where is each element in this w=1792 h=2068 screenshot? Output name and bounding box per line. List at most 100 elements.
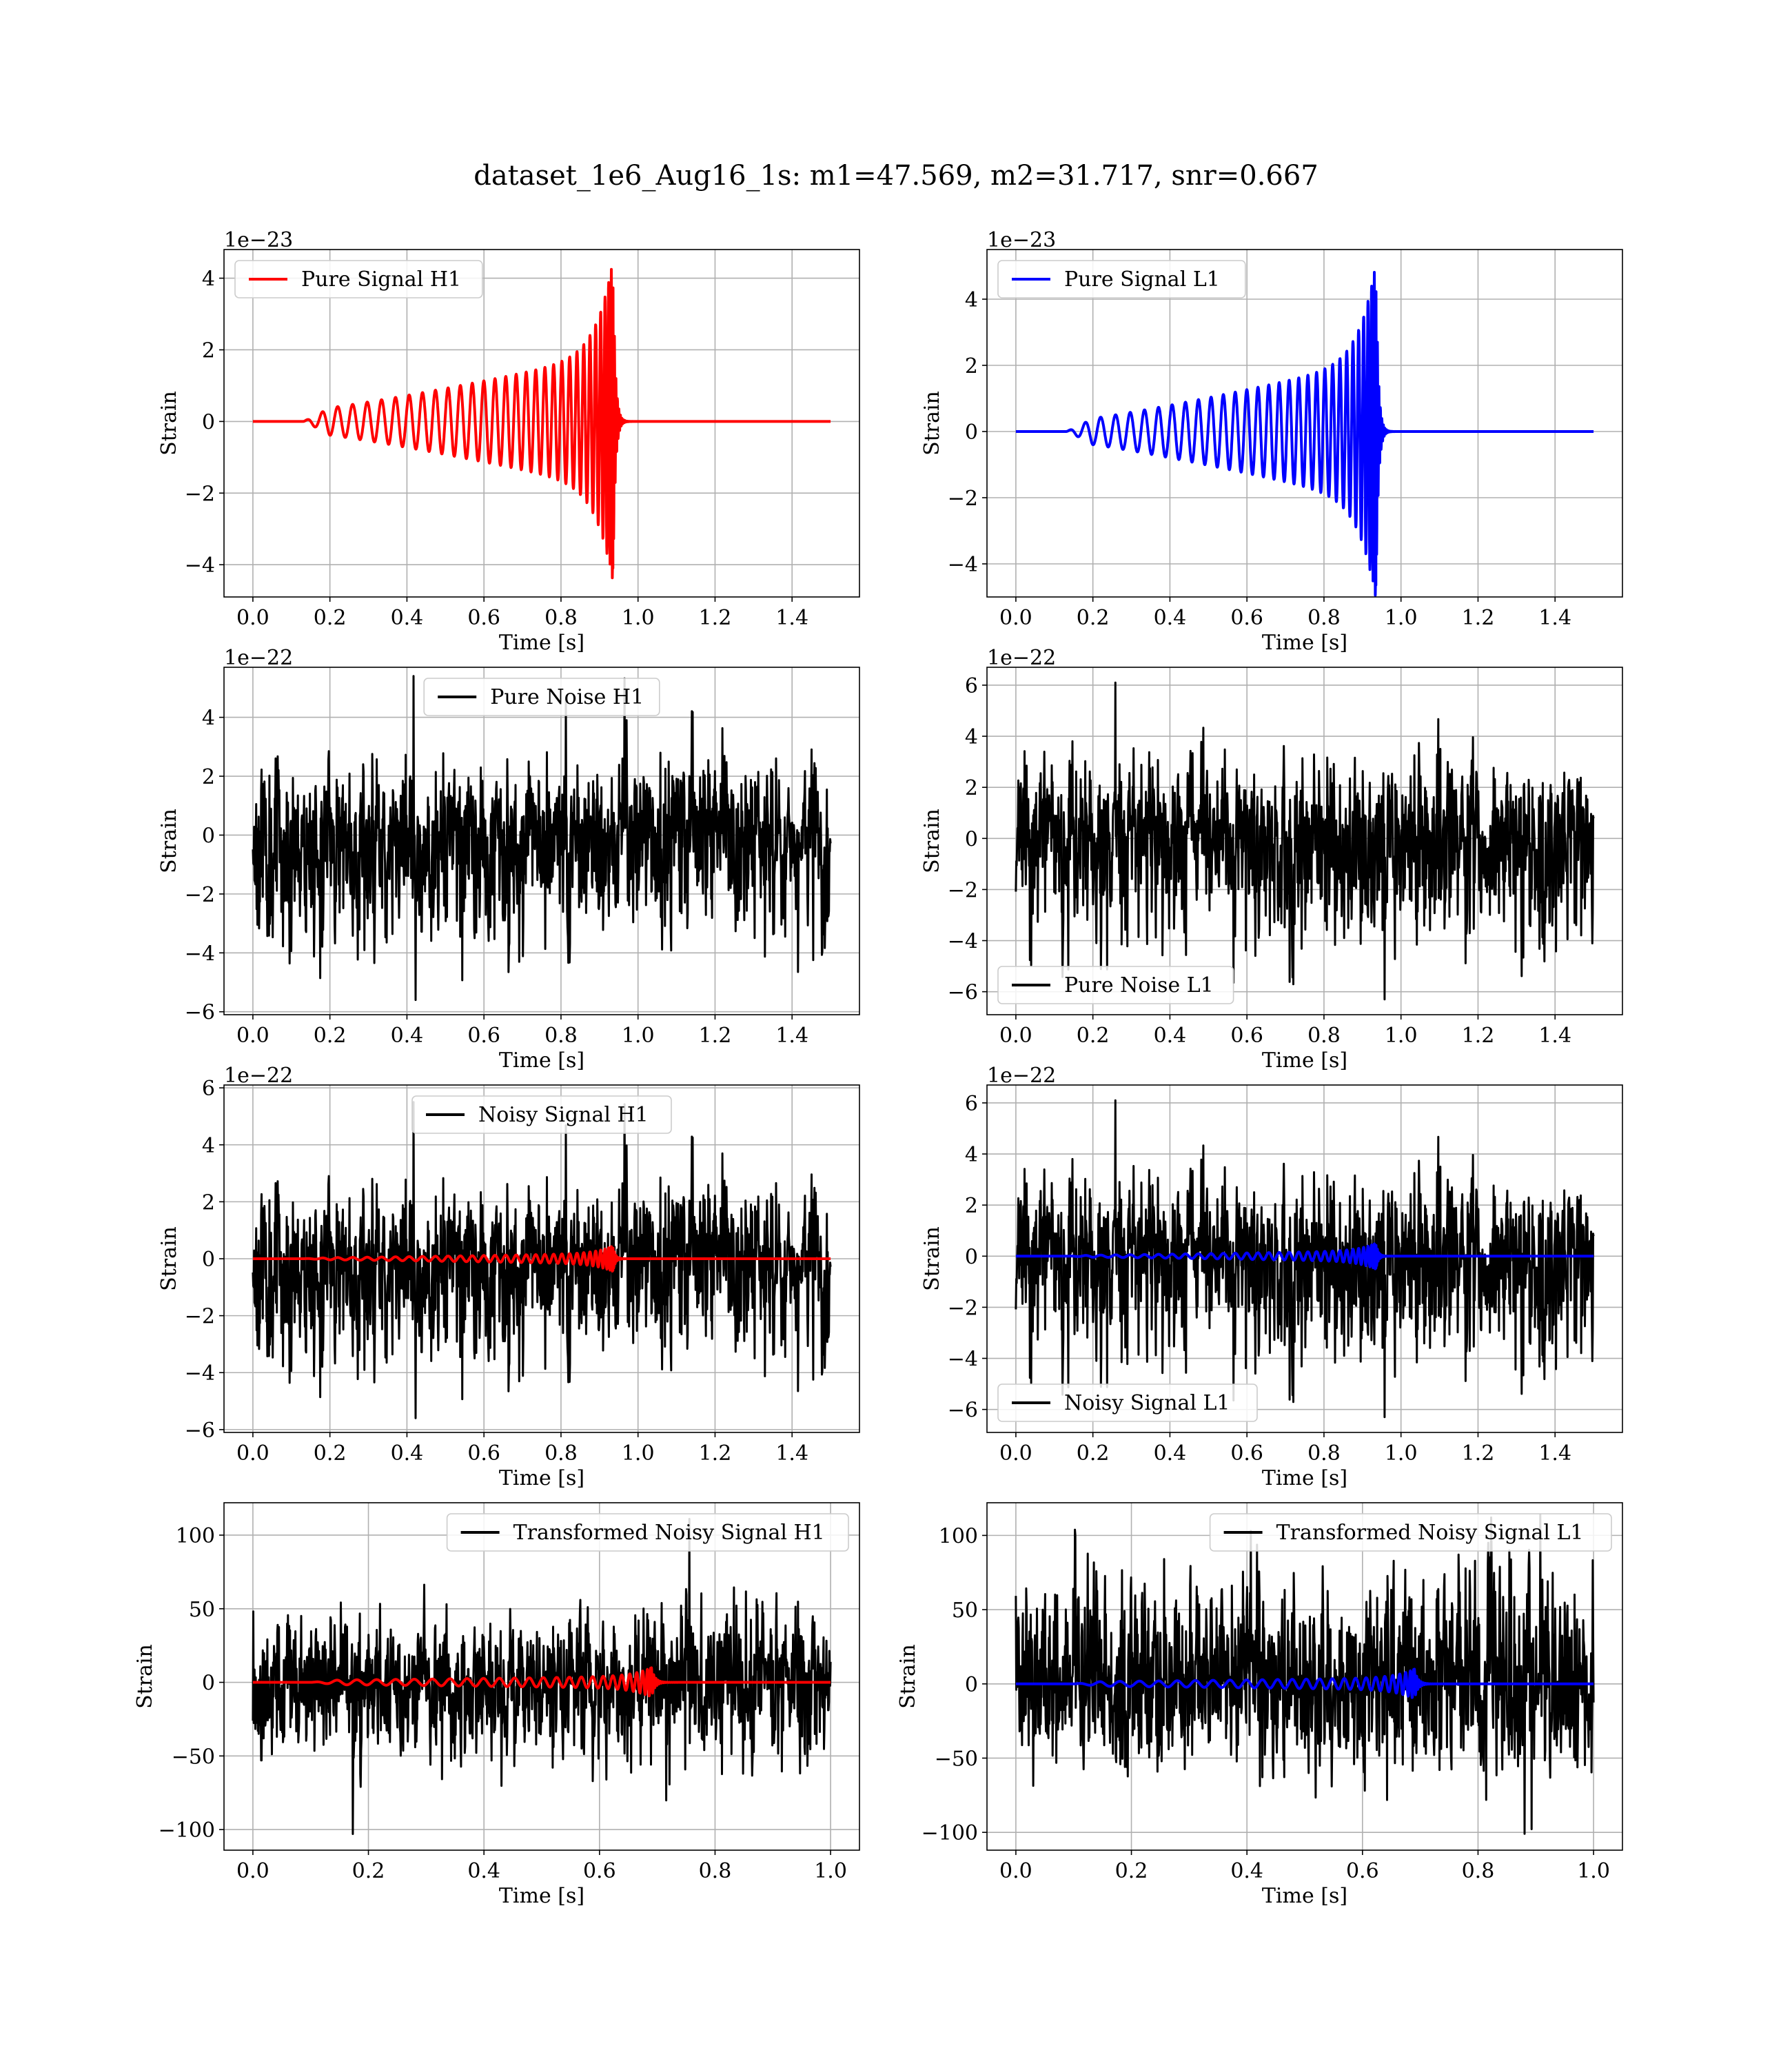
x-tick-label: 1.4 bbox=[775, 1441, 808, 1466]
y-tick-label: 0 bbox=[202, 410, 215, 434]
legend: Pure Signal H1 bbox=[234, 260, 483, 298]
y-tick-label: 0 bbox=[965, 827, 978, 851]
legend-box bbox=[997, 260, 1246, 298]
x-tick-label: 0.6 bbox=[467, 606, 500, 630]
y-tick-label: −4 bbox=[948, 930, 978, 954]
x-tick-label: 0.4 bbox=[467, 1859, 500, 1883]
legend-label: Pure Noise H1 bbox=[490, 685, 644, 709]
x-tick-label: 0.2 bbox=[314, 1441, 347, 1466]
x-tick-label: 0.6 bbox=[583, 1859, 616, 1883]
x-tick-label: 0.4 bbox=[391, 1441, 424, 1466]
x-tick-label: 1.0 bbox=[1385, 606, 1418, 630]
x-tick-label: 0.8 bbox=[1462, 1859, 1495, 1883]
subplot-pure-signal-l1: 0.0 0.2 0.4 0.6 0.8 1.0 1.2 1.4 −4 −2 0 2 4 Time [s] S… bbox=[920, 228, 1623, 655]
x-tick-label: 0.0 bbox=[999, 1024, 1032, 1048]
x-tick-label: 0.0 bbox=[999, 1859, 1032, 1883]
y-tick-label: 2 bbox=[202, 1190, 215, 1215]
y-axis-label: Strain bbox=[920, 391, 944, 456]
x-tick-label: 1.2 bbox=[1462, 1441, 1495, 1466]
series-line-0 bbox=[252, 267, 832, 580]
x-tick-label: 0.0 bbox=[236, 1859, 269, 1883]
series-line-1 bbox=[1015, 1667, 1595, 1699]
y-axis-label: Strain bbox=[896, 1644, 920, 1709]
y-offset-label: 1e−22 bbox=[224, 1064, 293, 1088]
x-axis-label: Time [s] bbox=[1262, 1884, 1347, 1908]
x-tick-label: 1.0 bbox=[1385, 1024, 1418, 1048]
x-axis-label: Time [s] bbox=[1262, 1048, 1347, 1073]
y-tick-label: −2 bbox=[948, 1296, 978, 1320]
y-tick-label: 4 bbox=[965, 288, 978, 312]
x-tick-label: 0.0 bbox=[999, 606, 1032, 630]
y-tick-label: −100 bbox=[159, 1818, 215, 1843]
series-line-0 bbox=[252, 1101, 832, 1419]
grid bbox=[987, 250, 1622, 597]
x-tick-label: 0.2 bbox=[314, 1024, 347, 1048]
y-tick-label: −6 bbox=[948, 1399, 978, 1423]
y-axis-label: Strain bbox=[157, 809, 181, 873]
y-tick-label: −4 bbox=[948, 553, 978, 577]
x-tick-label: 0.2 bbox=[1115, 1859, 1148, 1883]
x-tick-label: 1.0 bbox=[622, 1024, 655, 1048]
legend-box bbox=[1209, 1513, 1612, 1552]
y-tick-label: 4 bbox=[965, 1143, 978, 1167]
legend-box bbox=[423, 678, 660, 716]
series-line-0 bbox=[252, 675, 832, 1002]
y-offset-label: 1e−22 bbox=[987, 1064, 1056, 1088]
y-offset-label: 1e−23 bbox=[224, 228, 293, 252]
y-tick-label: 0 bbox=[202, 1672, 215, 1696]
legend: Pure Noise L1 bbox=[997, 966, 1234, 1004]
x-tick-label: 0.0 bbox=[236, 1441, 269, 1466]
y-tick-label: 0 bbox=[965, 1245, 978, 1269]
axes-frame bbox=[986, 1502, 1623, 1851]
x-tick-label: 0.8 bbox=[1307, 1024, 1341, 1048]
y-tick-label: −2 bbox=[185, 482, 215, 506]
axes-frame bbox=[223, 667, 860, 1015]
subplot-transformed-h1: 0.0 0.2 0.4 0.6 0.8 1.0 −100 −50 0 50 100 Time [s] S… bbox=[133, 1502, 860, 1908]
series-line-0 bbox=[1015, 1513, 1595, 1835]
y-tick-label: −4 bbox=[948, 1348, 978, 1372]
series-line-1 bbox=[252, 1245, 832, 1273]
x-tick-label: 0.8 bbox=[544, 1024, 578, 1048]
x-tick-label: 0.2 bbox=[352, 1859, 385, 1883]
axes-frame bbox=[986, 667, 1623, 1015]
y-tick-label: −2 bbox=[948, 878, 978, 902]
y-tick-label: 2 bbox=[202, 338, 215, 363]
y-tick-label: −6 bbox=[948, 981, 978, 1005]
x-tick-label: 1.0 bbox=[1385, 1441, 1418, 1466]
y-offset-label: 1e−23 bbox=[987, 228, 1056, 252]
subplot-noisy-signal-h1: 0.0 0.2 0.4 0.6 0.8 1.0 1.2 1.4 −6 −4 −2 0 2 4 6 Time [… bbox=[157, 1064, 860, 1490]
x-tick-label: 0.4 bbox=[1154, 1441, 1187, 1466]
x-tick-label: 0.0 bbox=[999, 1441, 1032, 1466]
x-tick-label: 1.0 bbox=[622, 606, 655, 630]
legend-box bbox=[997, 966, 1234, 1004]
x-axis-label: Time [s] bbox=[499, 631, 584, 655]
y-tick-label: −2 bbox=[185, 1305, 215, 1329]
legend-box bbox=[234, 260, 483, 298]
x-axis-label: Time [s] bbox=[499, 1048, 584, 1073]
y-tick-label: −4 bbox=[185, 1361, 215, 1386]
y-tick-label: −50 bbox=[172, 1745, 215, 1769]
x-tick-label: 1.4 bbox=[775, 606, 808, 630]
x-tick-label: 0.2 bbox=[1077, 1441, 1110, 1466]
legend-box bbox=[446, 1513, 849, 1552]
axes-frame bbox=[986, 249, 1623, 598]
y-tick-label: 100 bbox=[176, 1524, 215, 1548]
series-line-0 bbox=[1015, 681, 1595, 1001]
series-line-1 bbox=[252, 1666, 832, 1698]
y-tick-label: 0 bbox=[965, 1673, 978, 1697]
y-tick-label: −50 bbox=[935, 1747, 978, 1771]
legend: Noisy Signal L1 bbox=[997, 1383, 1258, 1422]
y-tick-label: 4 bbox=[202, 707, 215, 731]
x-tick-label: 1.4 bbox=[1538, 1441, 1571, 1466]
y-tick-label: −2 bbox=[948, 487, 978, 511]
legend: Transformed Noisy Signal L1 bbox=[1209, 1513, 1612, 1552]
y-tick-label: 2 bbox=[202, 765, 215, 789]
x-tick-label: 0.0 bbox=[236, 1024, 269, 1048]
subplot-transformed-l1: 0.0 0.2 0.4 0.6 0.8 1.0 −100 −50 0 50 100 Time [s] S… bbox=[896, 1502, 1623, 1908]
x-tick-label: 1.2 bbox=[699, 1441, 732, 1466]
x-axis-label: Time [s] bbox=[499, 1466, 584, 1490]
x-axis-label: Time [s] bbox=[499, 1884, 584, 1908]
x-tick-label: 1.2 bbox=[699, 1024, 732, 1048]
x-tick-label: 1.0 bbox=[814, 1859, 847, 1883]
